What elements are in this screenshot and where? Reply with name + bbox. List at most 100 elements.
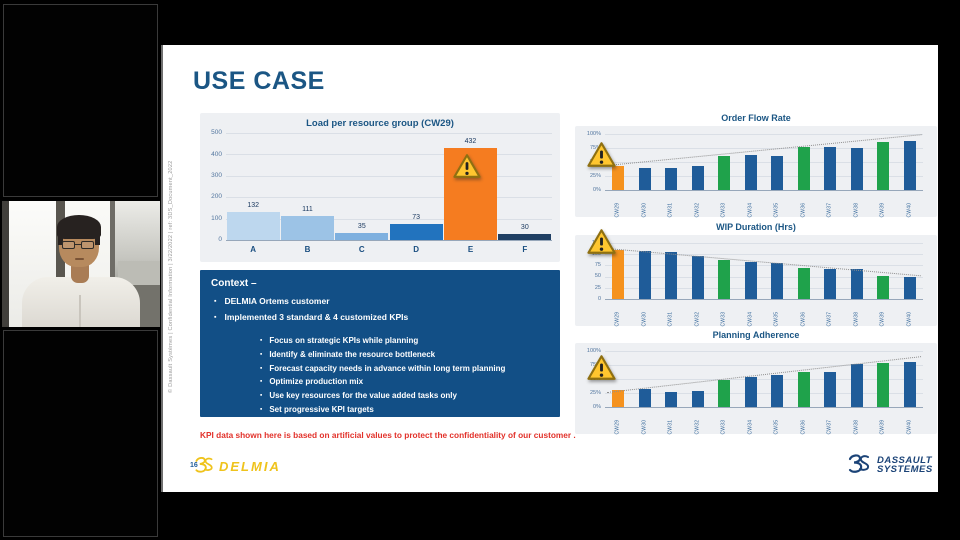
dassault-systemes-logo: DASSAULT SYSTEMES (846, 451, 933, 479)
bar-CW40 (903, 276, 916, 299)
x-axis-tick-label: CW31 (667, 311, 674, 327)
gridline (605, 243, 923, 244)
x-axis-tick-label: CW38 (853, 419, 860, 435)
chart-title: Planning Adherence (712, 330, 800, 340)
x-axis-tick-label: CW40 (906, 202, 913, 218)
shirt-placket (79, 295, 81, 327)
bar-CW32 (691, 165, 704, 190)
x-axis-tick-label: CW38 (853, 202, 860, 218)
context-box: Context – DELMIA Ortems customerImplemen… (200, 270, 560, 417)
gridline (605, 162, 923, 163)
context-bullet-list: DELMIA Ortems customerImplemented 3 stan… (214, 294, 560, 326)
x-axis-tick-label: CW39 (879, 202, 886, 218)
y-axis-tick-label: 100 (211, 214, 222, 222)
x-axis-tick-label: CW32 (694, 202, 701, 218)
y-axis-tick-label: 200 (211, 193, 222, 201)
x-axis-tick-label: CW39 (879, 311, 886, 327)
bar-CW35 (771, 155, 784, 190)
bar-CW36 (797, 372, 810, 407)
y-axis-tick-label: 100 (591, 250, 601, 257)
x-axis-tick-label: CW34 (747, 311, 754, 327)
x-axis-tick-label: CW37 (826, 202, 833, 218)
bar-CW38 (850, 148, 863, 190)
context-bullet: DELMIA Ortems customer (214, 294, 560, 310)
trend-line (606, 247, 921, 277)
x-axis-tick-label: CW39 (879, 419, 886, 435)
bar-CW35 (771, 262, 784, 299)
bar-CW39 (877, 276, 890, 299)
x-axis-tick-label: CW35 (773, 419, 780, 435)
presenter-hair (95, 231, 100, 245)
dassault-logo-line1: DASSAULT (877, 454, 933, 466)
x-axis-tick-label: CW37 (826, 419, 833, 435)
x-axis-tick-label: D (413, 245, 420, 254)
x-axis-tick-label: CW35 (773, 311, 780, 327)
order-flow-rate-chart: Order Flow Rate 0%25%50%75%100%CW29CW30C… (575, 113, 937, 218)
warning-icon (453, 153, 483, 184)
x-axis-tick-label: CW29 (614, 311, 621, 327)
y-axis-tick-label: 400 (211, 150, 222, 158)
x-axis-tick-label: CW33 (720, 311, 727, 327)
video-sidebar (0, 0, 162, 540)
bar-value-label: 35 (357, 222, 366, 230)
bar-CW31 (665, 167, 678, 190)
x-axis-tick-label: A (250, 245, 257, 254)
gridline (605, 276, 923, 278)
x-axis-tick-label: CW36 (800, 311, 807, 327)
presenter-webcam-video[interactable] (2, 201, 160, 327)
x-axis-tick-label: CW37 (826, 311, 833, 327)
bar-CW37 (824, 146, 837, 190)
bar-CW39 (877, 142, 890, 190)
delmia-logo-text: DELMIA (219, 458, 281, 474)
bar-CW29 (612, 390, 625, 407)
bar-C (335, 232, 389, 240)
gridline (226, 175, 552, 177)
bar-CW31 (665, 251, 678, 299)
chart-title: Order Flow Rate (721, 113, 791, 123)
confidentiality-sidebar-text: © Dassault Systèmes | Confidential Infor… (168, 160, 174, 393)
y-axis-tick-label: 0% (593, 186, 601, 193)
context-sub-bullet: Use key resources for the value added ta… (260, 390, 560, 404)
video-tile-camera-off-bottom[interactable] (3, 330, 158, 537)
video-tile-camera-off-top[interactable] (3, 4, 158, 197)
bar-CW36 (797, 267, 810, 299)
y-axis-tick-label: 100% (586, 130, 601, 137)
gridline (605, 351, 923, 352)
y-axis-tick-label: 0 (597, 295, 601, 302)
bar-CW30 (638, 167, 651, 190)
bar-CW37 (824, 268, 837, 299)
y-axis-tick-label: 500 (211, 129, 222, 137)
glasses-icon (62, 241, 96, 251)
x-axis-tick-label: CW38 (853, 311, 860, 327)
bar-CW34 (744, 154, 757, 190)
y-axis-tick-label: 75 (594, 262, 601, 269)
slide-title: USE CASE (193, 67, 325, 95)
x-axis-line (226, 240, 552, 241)
bar-CW39 (877, 362, 890, 407)
chart-plot-area: 0%25%50%75%100%CW29CW30CW31CW32CW33CW34C… (575, 343, 937, 435)
y-axis-tick-label: 25% (589, 389, 601, 396)
window-frame (2, 201, 9, 327)
x-axis-tick-label: CW34 (747, 202, 754, 218)
bar-CW38 (850, 364, 863, 407)
x-axis-line (605, 299, 923, 300)
chart-plot-area: 0255075100125CW29CW30CW31CW32CW33CW34CW3… (575, 235, 937, 327)
dassault-logo-line2: SYSTEMES (877, 464, 933, 475)
bar-CW38 (850, 269, 863, 299)
bar-CW33 (718, 380, 731, 407)
gridline (605, 254, 923, 256)
gridline (226, 197, 552, 199)
x-axis-line (605, 190, 923, 191)
bar-CW31 (665, 392, 678, 407)
x-axis-tick-label: CW29 (614, 202, 621, 218)
chart-plot-area: 0 100 200 300 400 500 132 A 111 B 35 C 73 D 432 E 30 F (200, 113, 560, 262)
context-sub-bullet-list: Focus on strategic KPIs while planningId… (260, 335, 560, 418)
bar-A (226, 211, 280, 240)
bar-D (389, 224, 443, 240)
bar-CW40 (903, 140, 916, 190)
x-axis-tick-label: F (522, 245, 528, 254)
gridline (226, 218, 552, 220)
context-bullet: Implemented 3 standard & 4 customized KP… (214, 310, 560, 326)
x-axis-tick-label: CW30 (641, 311, 648, 327)
